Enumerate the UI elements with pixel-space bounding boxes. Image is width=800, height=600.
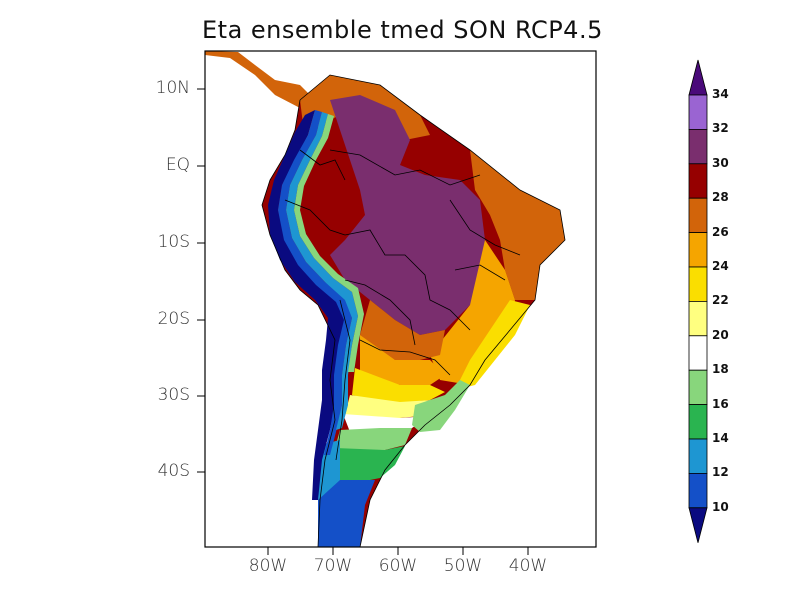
pampa-white [343, 414, 430, 432]
colorbar-swatch [688, 369, 708, 406]
border-bolivia [344, 279, 416, 346]
border-colombia [299, 149, 346, 181]
colorbar-swatch [688, 335, 708, 371]
andes-edge-cyan [286, 112, 358, 430]
lon-tick-label: 40W [508, 556, 548, 576]
colorbar-label: 32 [712, 121, 729, 136]
chaco-orange [360, 300, 445, 360]
map-frame [204, 50, 597, 548]
uruguay-lightgreen [412, 380, 470, 432]
colorbar-label: 34 [712, 87, 729, 101]
map-title: Eta ensemble tmed SON RCP4.5 [202, 16, 603, 44]
lat-tick-marks [197, 88, 205, 473]
colorbar-swatch [688, 197, 708, 233]
colorbar-label: 26 [712, 224, 729, 239]
lat-tick-label: EQ [165, 155, 190, 175]
colorbar-bottom-arrow [688, 507, 708, 543]
border-brazil-west [344, 229, 471, 331]
patagonia-south-blue [318, 480, 375, 547]
border-argentina [359, 339, 451, 376]
central-america-region [205, 51, 310, 108]
andes-edge-green [294, 114, 364, 372]
colorbar-label: 12 [712, 465, 729, 480]
temperature-field [205, 51, 565, 547]
colorbar-label: 10 [712, 499, 729, 514]
andes-cold [268, 110, 345, 500]
colorbar-label: 20 [712, 327, 729, 342]
patagonia-green [335, 446, 405, 482]
lon-tick-label: 50W [443, 556, 483, 576]
lat-tick-label: 20S [157, 309, 190, 329]
lon-tick-marks [267, 547, 529, 555]
colorbar-label: 24 [712, 259, 729, 273]
colorbar-swatch [688, 404, 708, 440]
lon-tick-label: 60W [378, 556, 418, 576]
border-brazil-north [329, 149, 481, 186]
colorbar [688, 59, 708, 543]
colorbar-swatch [688, 300, 708, 337]
colorbar-top-arrow [688, 59, 708, 96]
colorbar-label: 22 [712, 293, 729, 308]
southeast-yellow [455, 300, 530, 390]
border-peru [284, 199, 346, 236]
purple-interior [330, 95, 485, 335]
colorbar-label: 18 [712, 362, 729, 377]
patagonia-lightgreen [335, 428, 412, 452]
pampa-yellow-strong [352, 368, 445, 403]
lon-tick-label: 80W [248, 556, 288, 576]
continent-outline [261, 74, 566, 547]
colorbar-label: 14 [712, 431, 729, 445]
colorbar-label: 16 [712, 396, 729, 411]
lat-tick-label: 10N [155, 78, 190, 98]
pampa-amber [360, 335, 445, 385]
colorbar-label: 30 [712, 155, 729, 170]
colorbar-label: 28 [712, 190, 729, 205]
lon-tick-label: 70W [313, 556, 353, 576]
lat-tick-label: 40S [157, 461, 190, 481]
colorbar-swatch [688, 232, 708, 268]
colorbar-swatch [688, 163, 708, 199]
lat-tick-label: 30S [157, 385, 190, 405]
colorbar-swatch [688, 438, 708, 474]
colorbar-swatch [688, 266, 708, 302]
colorbar-swatch [688, 128, 708, 165]
colorbar-swatch [688, 94, 708, 130]
border-brazil-states [449, 199, 521, 281]
andes-edge-blue [278, 110, 352, 455]
lat-tick-label: 10S [157, 232, 190, 252]
border-chile [335, 299, 351, 461]
colorbar-swatch [688, 472, 708, 509]
northeast-orange [470, 150, 565, 300]
country-borders [261, 74, 566, 547]
